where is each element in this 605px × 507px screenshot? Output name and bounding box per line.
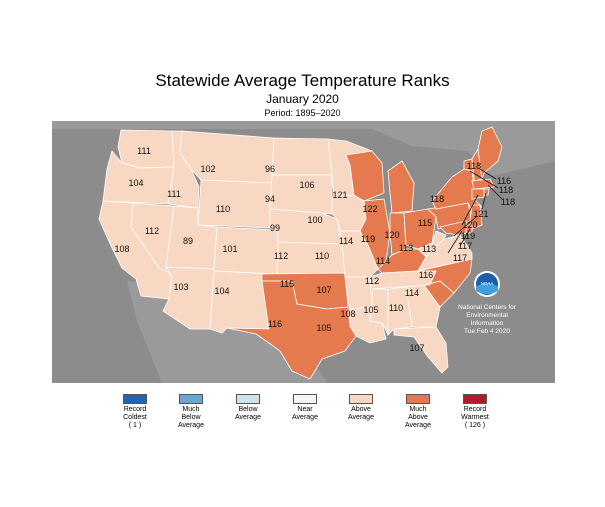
legend-swatch: [293, 394, 317, 404]
rank-label-ny: 118: [430, 194, 444, 204]
rank-label-oh: 120: [384, 230, 399, 240]
rank-label-va: 113: [422, 244, 436, 254]
legend-swatch: [406, 394, 430, 404]
rank-label-vt: 118: [499, 185, 513, 195]
rank-label-wy: 110: [216, 204, 230, 214]
noaa-logo: NOAA: [474, 271, 500, 297]
credit-date: Tue Feb 4 2020: [464, 328, 510, 335]
legend-item-below-average: Below Average: [218, 394, 278, 422]
legend-label: Record Warmest ( 126 ): [461, 406, 489, 429]
rank-label-in: 119: [361, 234, 375, 244]
rank-label-ma: 118: [501, 197, 515, 207]
credit-line-2: Environmental: [466, 312, 508, 319]
noaa-logo-text: NOAA: [481, 281, 494, 286]
legend-item-much-below-average: Much Below Average: [161, 394, 221, 430]
rank-label-tx: 116: [268, 319, 282, 329]
rank-label-mn: 106: [299, 180, 314, 190]
canada-land: [52, 121, 555, 176]
rank-label-nj: 119: [461, 231, 475, 241]
rank-labels: 111 104 108 111 112 102 110 89 101 103 1…: [114, 146, 515, 353]
rank-label-mo: 110: [315, 251, 329, 261]
rank-label-mi: 122: [362, 204, 377, 214]
rank-label-wv: 113: [399, 243, 413, 253]
state-shape-ct: [471, 188, 485, 200]
state-shape-nc: [417, 258, 473, 294]
rank-label-ar: 107: [316, 285, 331, 295]
rank-label-mt: 102: [200, 164, 215, 174]
legend-label: Much Above Average: [405, 406, 431, 429]
rank-label-ok: 115: [280, 279, 294, 289]
state-shape-mi: [387, 160, 415, 214]
credit-line-1: National Centers for: [458, 304, 517, 311]
rank-label-fl: 107: [409, 343, 424, 353]
legend-item-near-average: Near Average: [275, 394, 335, 422]
legend-swatch: [236, 394, 260, 404]
legend-swatch: [349, 394, 373, 404]
rank-label-ne: 99: [270, 223, 280, 233]
legend-label: Above Average: [348, 406, 374, 421]
state-shape-tx: [226, 280, 357, 380]
state-shape-sd: [269, 174, 333, 215]
credit-line-3: Information: [471, 320, 504, 327]
rank-label-me: 118: [467, 161, 481, 171]
state-shape-ri: [483, 188, 490, 196]
legend-item-record-coldest: Record Coldest ( 1 ): [105, 394, 165, 430]
state-shape-al: [387, 286, 413, 336]
state-shape-vt: [463, 158, 475, 178]
rank-label-la: 105: [316, 323, 331, 333]
rank-label-il: 114: [339, 236, 353, 246]
rank-label-id: 111: [167, 189, 181, 199]
legend-item-above-average: Above Average: [331, 394, 391, 422]
state-shape-wy: [197, 179, 273, 229]
rank-label-ri: 121: [473, 209, 488, 219]
legend-item-record-warmest: Record Warmest ( 126 ): [445, 394, 505, 430]
page-title: Statewide Average Temperature Ranks: [155, 71, 450, 90]
rank-label-tn: 112: [365, 276, 379, 286]
rank-label-ga: 110: [389, 303, 403, 313]
rank-label-az: 103: [173, 282, 188, 292]
state-shape-wi: [345, 150, 385, 202]
state-shape-wv: [417, 230, 447, 258]
rank-label-nv: 112: [145, 226, 159, 236]
legend-label: Record Coldest ( 1 ): [123, 406, 147, 429]
rank-label-ms: 108: [340, 309, 355, 319]
rank-label-al: 105: [363, 305, 378, 315]
state-shape-nd: [271, 137, 333, 176]
legend-swatch: [123, 394, 147, 404]
legend-swatch: [179, 394, 203, 404]
state-shape-nv: [130, 202, 175, 272]
rank-label-co: 101: [222, 244, 237, 254]
state-shape-fl: [393, 326, 449, 374]
rank-label-ct: 120: [462, 220, 477, 230]
states-layer: [98, 126, 503, 380]
rank-label-or: 104: [128, 178, 143, 188]
legend-swatch: [463, 394, 487, 404]
legend-label: Near Average: [292, 406, 318, 421]
rank-label-pa: 115: [418, 218, 432, 228]
rank-label-ks: 112: [274, 251, 288, 261]
rank-label-ca: 108: [114, 244, 129, 254]
rank-label-de: 117: [458, 241, 472, 251]
legend-label: Much Below Average: [178, 406, 204, 429]
legend-label: Below Average: [235, 406, 261, 421]
rank-label-sc: 114: [405, 288, 419, 298]
rank-label-wa: 111: [137, 146, 151, 156]
rank-label-ia: 100: [307, 215, 322, 225]
rank-label-nd: 96: [265, 164, 275, 174]
map-subtitle: January 2020: [266, 92, 339, 106]
leader-lines: [447, 168, 503, 254]
legend-item-much-above-average: Much Above Average: [388, 394, 448, 430]
period-label: Period: 1895–2020: [264, 108, 341, 118]
rank-label-ky: 114: [376, 256, 390, 266]
rank-label-nc: 116: [419, 270, 433, 280]
rank-label-sd: 94: [265, 194, 275, 204]
state-shape-ny: [431, 168, 483, 212]
state-shape-me: [477, 126, 503, 180]
rank-label-nm: 104: [214, 286, 229, 296]
us-temperature-rank-map: 111 104 108 111 112 102 110 89 101 103 1…: [52, 121, 555, 383]
rank-label-wi: 121: [332, 190, 347, 200]
rank-label-ut: 89: [183, 236, 193, 246]
rank-label-md: 117: [453, 253, 467, 263]
rank-label-nh: 116: [497, 176, 511, 186]
